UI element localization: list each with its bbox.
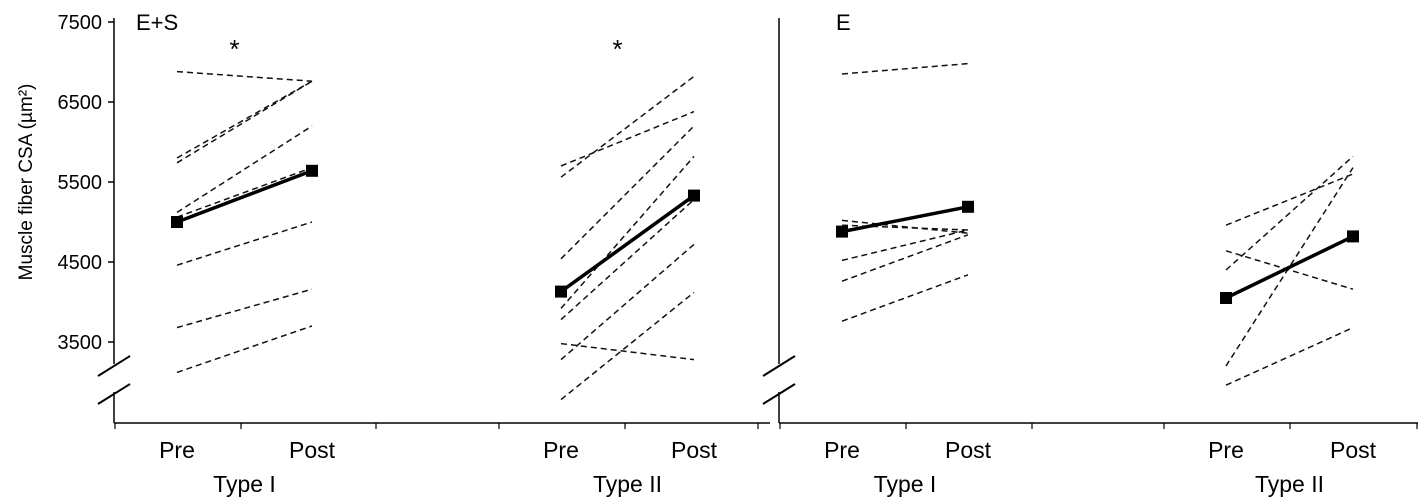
group-label: Type II (593, 471, 662, 497)
individual-line (560, 243, 695, 361)
individual-line (841, 274, 969, 322)
individual-line (560, 199, 695, 321)
individual-line (560, 75, 695, 178)
x-tick-label: Pre (543, 437, 579, 463)
individual-line (841, 229, 969, 262)
mean-lines-layer (171, 164, 1359, 304)
individual-line (1225, 326, 1354, 386)
mean-marker (306, 164, 318, 177)
x-tick-label: Pre (1208, 437, 1244, 463)
mean-marker (962, 200, 974, 213)
x-tick-label: Post (671, 437, 718, 463)
group-label: Type II (1255, 471, 1324, 497)
panel-label: E+S (136, 10, 178, 35)
individual-line (1225, 173, 1354, 226)
y-axis-label: Muscle fiber CSA (µm²) (16, 84, 37, 281)
individual-line (176, 221, 313, 266)
individual-line (560, 342, 695, 361)
x-tick-label: Pre (159, 437, 195, 463)
mean-line (559, 194, 696, 294)
y-tick-label: 5500 (58, 172, 103, 194)
individual-line (841, 234, 969, 282)
panel-label: E (836, 10, 851, 35)
labels-layer: 3500 4500 5500 6500 7500 E+S Pre Post Type I * Pre… (58, 10, 1377, 497)
individual-line (176, 325, 313, 374)
individual-line (1225, 250, 1354, 290)
group-label: Type I (874, 471, 937, 497)
group-label: Type I (213, 471, 276, 497)
x-tick-label: Post (1330, 437, 1377, 463)
x-tick-label: Pre (824, 437, 860, 463)
mean-marker (171, 216, 183, 228)
mean-line (841, 205, 969, 234)
individual-line (176, 70, 313, 82)
individual-line (560, 291, 695, 401)
y-tick-label: 7500 (58, 12, 103, 34)
mean-line (176, 169, 313, 224)
significance-marker: * (229, 34, 239, 64)
mean-marker (1347, 230, 1359, 243)
individual-line (176, 125, 313, 214)
individual-line (560, 125, 695, 260)
x-tick-label: Post (289, 437, 336, 463)
x-tick-label: Post (945, 437, 992, 463)
mean-marker (1220, 292, 1232, 304)
mean-marker (688, 189, 700, 202)
individual-line (176, 80, 313, 164)
mean-marker (836, 225, 848, 238)
y-tick-label: 3500 (58, 332, 103, 354)
y-tick-label: 4500 (58, 252, 103, 274)
mean-marker (555, 285, 567, 298)
individual-line (841, 62, 969, 75)
individual-line (176, 166, 313, 218)
y-tick-label: 6500 (58, 92, 103, 114)
axis-break-mark (97, 355, 131, 377)
individual-line (176, 80, 313, 159)
individual-line (176, 288, 313, 329)
individual-line (560, 155, 695, 309)
individual-line (560, 110, 695, 167)
significance-marker: * (612, 34, 622, 64)
individual-line (1225, 155, 1354, 271)
mean-line (1225, 234, 1354, 300)
individual-line (841, 219, 969, 234)
axis-break-mark (762, 355, 796, 377)
axes-layer (97, 18, 1418, 429)
individual-lines-layer (176, 62, 1354, 401)
